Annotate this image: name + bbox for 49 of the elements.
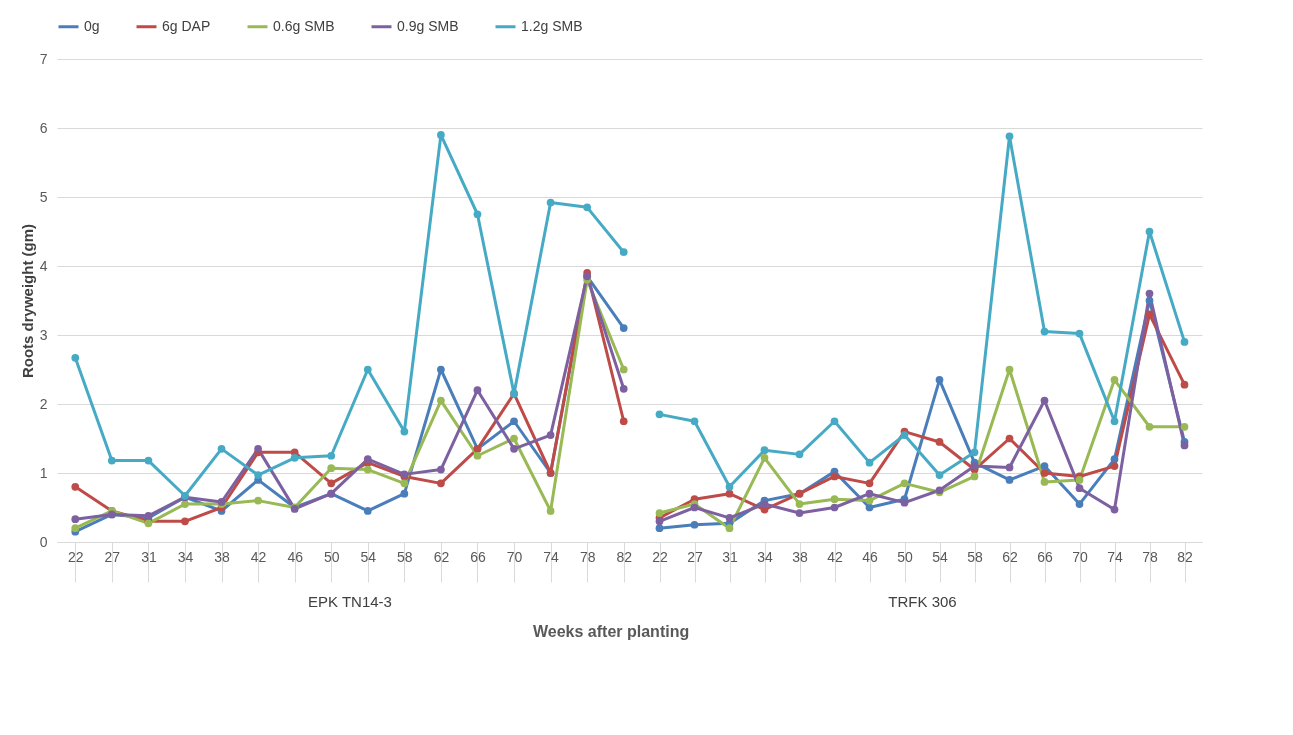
y-tick-label: 0 (39, 533, 48, 550)
legend-label: 1.2g SMB (521, 17, 583, 34)
x-tick-label: 66 (1037, 548, 1053, 565)
y-tick-label: 1 (39, 464, 48, 481)
y-tick-label: 2 (39, 395, 48, 412)
x-tick-label: 27 (687, 548, 703, 565)
x-tick-label: 42 (250, 548, 267, 565)
x-axis-title: EPK TN14-3 (308, 593, 392, 610)
x-tick-label: 50 (323, 548, 340, 565)
x-tick-label: 31 (722, 548, 738, 565)
y-tick-label: 6 (39, 119, 48, 136)
x-tick-label: 82 (1177, 548, 1193, 565)
x-tick-label: 42 (827, 548, 843, 565)
x-tick-label: 58 (397, 548, 413, 565)
y-tick-label: 4 (39, 257, 48, 274)
x-tick-label: 22 (67, 548, 84, 565)
x-tick-label: 78 (579, 548, 596, 565)
legend-label: 0.6g SMB (273, 17, 335, 34)
y-tick-label: 5 (39, 188, 48, 205)
x-tick-label: 62 (1002, 548, 1018, 565)
x-tick-label: 74 (543, 548, 560, 565)
x-tick-label: 22 (652, 548, 668, 565)
x-tick-label: 27 (104, 548, 121, 565)
x-tick-label: 70 (506, 548, 523, 565)
x-tick-label: 46 (862, 548, 878, 565)
x-tick-label: 66 (470, 548, 486, 565)
y-tick-label: 7 (39, 50, 48, 67)
x-axis-title: TRFK 306 (888, 593, 957, 610)
legend-label: 0.9g SMB (397, 17, 459, 34)
x-tick-label: 50 (897, 548, 913, 565)
x-tick-label: 62 (433, 548, 450, 565)
x-tick-label: 78 (1142, 548, 1158, 565)
x-tick-label: 54 (360, 548, 377, 565)
y-tick-label: 3 (39, 326, 48, 343)
x-tick-label: 82 (616, 548, 633, 565)
x-tick-label: 46 (287, 548, 304, 565)
x-tick-label: 54 (932, 548, 948, 565)
x-tick-label: 34 (177, 548, 194, 565)
x-tick-label: 38 (214, 548, 231, 565)
text: Weeks after planting (533, 622, 690, 640)
x-tick-label: 34 (757, 548, 773, 565)
x-tick-label: 31 (141, 548, 157, 565)
legend-label: 0g (84, 17, 100, 34)
y-axis-title: Roots dryweight (gm) (18, 223, 36, 379)
x-tick-label: 58 (967, 548, 983, 565)
x-tick-label: 70 (1072, 548, 1088, 565)
x-tick-label: 38 (792, 548, 808, 565)
legend-label: 6g DAP (162, 17, 211, 34)
x-tick-label: 74 (1107, 548, 1123, 565)
